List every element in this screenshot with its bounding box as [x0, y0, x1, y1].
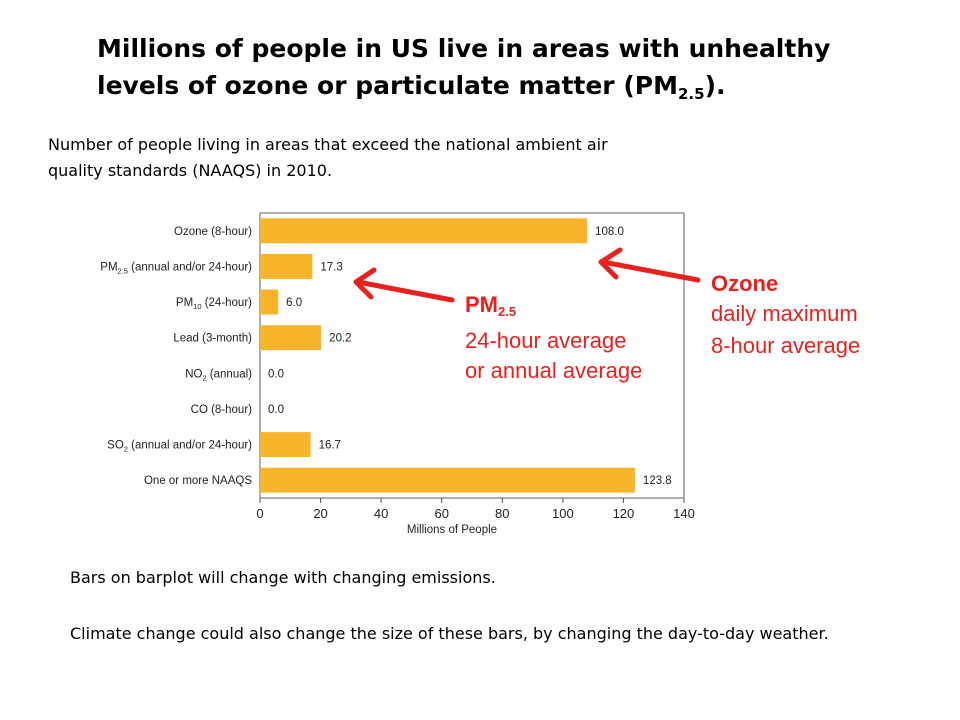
note-emissions: Bars on barplot will change with changin…	[70, 568, 496, 587]
value-label-5: 0.0	[268, 404, 284, 416]
value-label-2: 6.0	[286, 297, 302, 309]
category-label-4: NO2 (annual)	[185, 368, 252, 382]
slide-title-text: Millions of people in US live in areas w…	[97, 34, 831, 100]
ozone-callout-line2: 8-hour average	[711, 333, 861, 358]
x-tick-label-1: 20	[313, 506, 327, 521]
category-label-0: Ozone (8-hour)	[174, 226, 252, 238]
bar-chart: 108.0 Ozone (8-hour) 17.3 PM2.5 (annual and…	[100, 212, 695, 536]
slide-title: Millions of people in US live in areas w…	[97, 30, 897, 113]
x-tick-label-4: 80	[495, 506, 509, 521]
ozone-callout: Ozone daily maximum 8-hour average	[711, 270, 860, 362]
bar-3	[260, 325, 322, 351]
value-label-6: 16.7	[319, 440, 341, 452]
bar-7	[260, 467, 635, 493]
note-climate: Climate change could also change the siz…	[70, 624, 829, 643]
value-label-4: 0.0	[268, 368, 284, 380]
category-label-6: SO2 (annual and/or 24-hour)	[107, 440, 252, 454]
bar-1	[260, 253, 313, 279]
value-label-0: 108.0	[595, 226, 624, 238]
category-label-7: One or more NAAQS	[144, 475, 252, 487]
category-label-2: PM10 (24-hour)	[176, 297, 252, 311]
slide-title-end: ).	[704, 71, 726, 100]
value-label-1: 17.3	[320, 261, 342, 273]
chart-caption: Number of people living in areas that ex…	[48, 135, 608, 180]
bar-6	[260, 432, 311, 458]
x-tick-label-6: 120	[613, 506, 635, 521]
x-tick-label-2: 40	[374, 506, 388, 521]
ozone-callout-head: Ozone	[711, 271, 779, 296]
pm25-callout-line1: 24-hour average	[465, 328, 627, 353]
category-label-1: PM2.5 (annual and/or 24-hour)	[100, 261, 252, 275]
x-tick-label-5: 100	[552, 506, 574, 521]
pm25-callout-heading: PM2.5	[465, 291, 642, 326]
bar-0	[260, 218, 588, 244]
pm25-callout: PM2.5 24-hour average or annual average	[465, 291, 642, 386]
pm25-callout-head: PM	[465, 292, 498, 317]
pm25-callout-line2: or annual average	[465, 358, 643, 383]
value-label-7: 123.8	[643, 475, 672, 487]
x-tick-label-7: 140	[673, 506, 695, 521]
value-label-3: 20.2	[329, 333, 351, 345]
x-axis-label: Millions of People	[407, 524, 497, 536]
slide-title-subscript: 2.5	[677, 85, 705, 103]
x-tick-label-3: 60	[434, 506, 448, 521]
pm25-callout-subscript: 2.5	[498, 304, 517, 319]
category-label-5: CO (8-hour)	[191, 404, 253, 416]
x-tick-label-0: 0	[256, 506, 263, 521]
category-label-3: Lead (3-month)	[173, 333, 252, 345]
ozone-callout-line1: daily maximum	[711, 301, 858, 326]
bar-2	[260, 289, 279, 315]
